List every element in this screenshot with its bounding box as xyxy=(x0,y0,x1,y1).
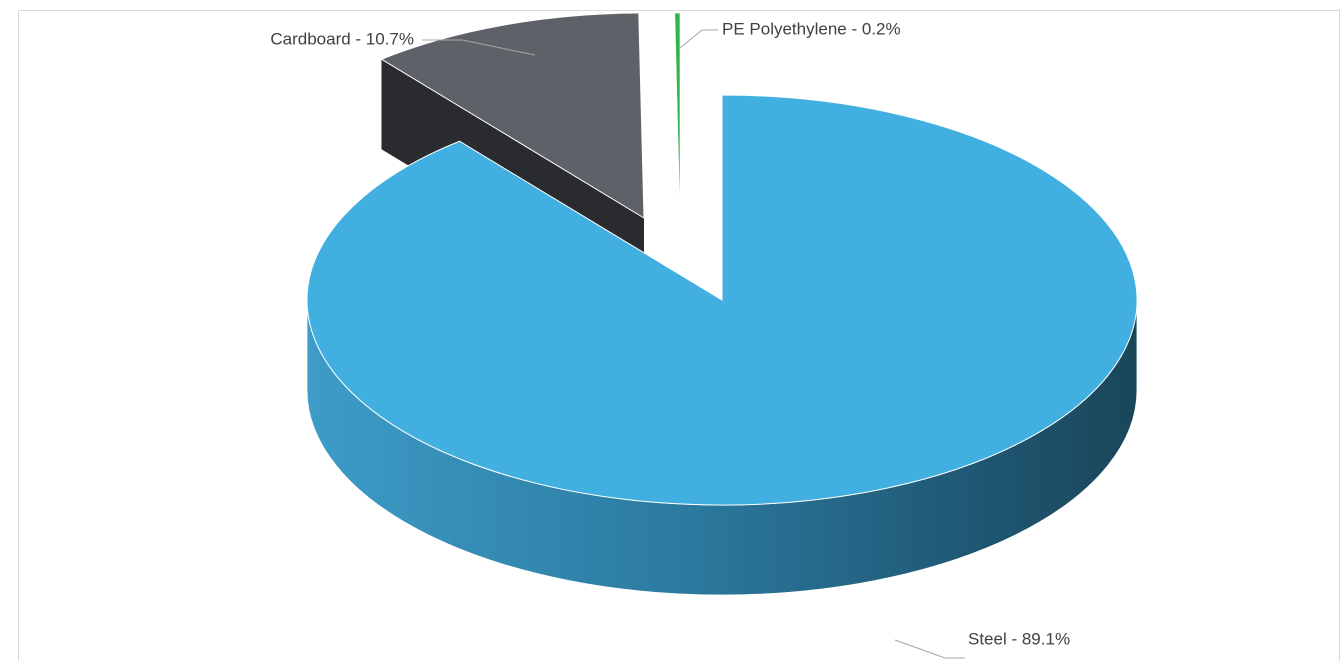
pe-polyethylene-slice xyxy=(674,12,681,219)
steel-leader xyxy=(894,639,965,659)
cardboard-data-label: Cardboard - 10.7% xyxy=(270,29,414,48)
pie-tops xyxy=(306,12,1138,506)
pe-polyethylene-leader xyxy=(679,29,718,49)
cardboard-leader xyxy=(422,39,536,56)
pe-polyethylene-data-label: PE Polyethylene - 0.2% xyxy=(722,19,901,38)
steel-data-label: Steel - 89.1% xyxy=(968,629,1070,648)
steel-slice xyxy=(306,94,1138,506)
chart-frame xyxy=(18,10,1340,661)
cardboard-slice xyxy=(380,12,645,219)
